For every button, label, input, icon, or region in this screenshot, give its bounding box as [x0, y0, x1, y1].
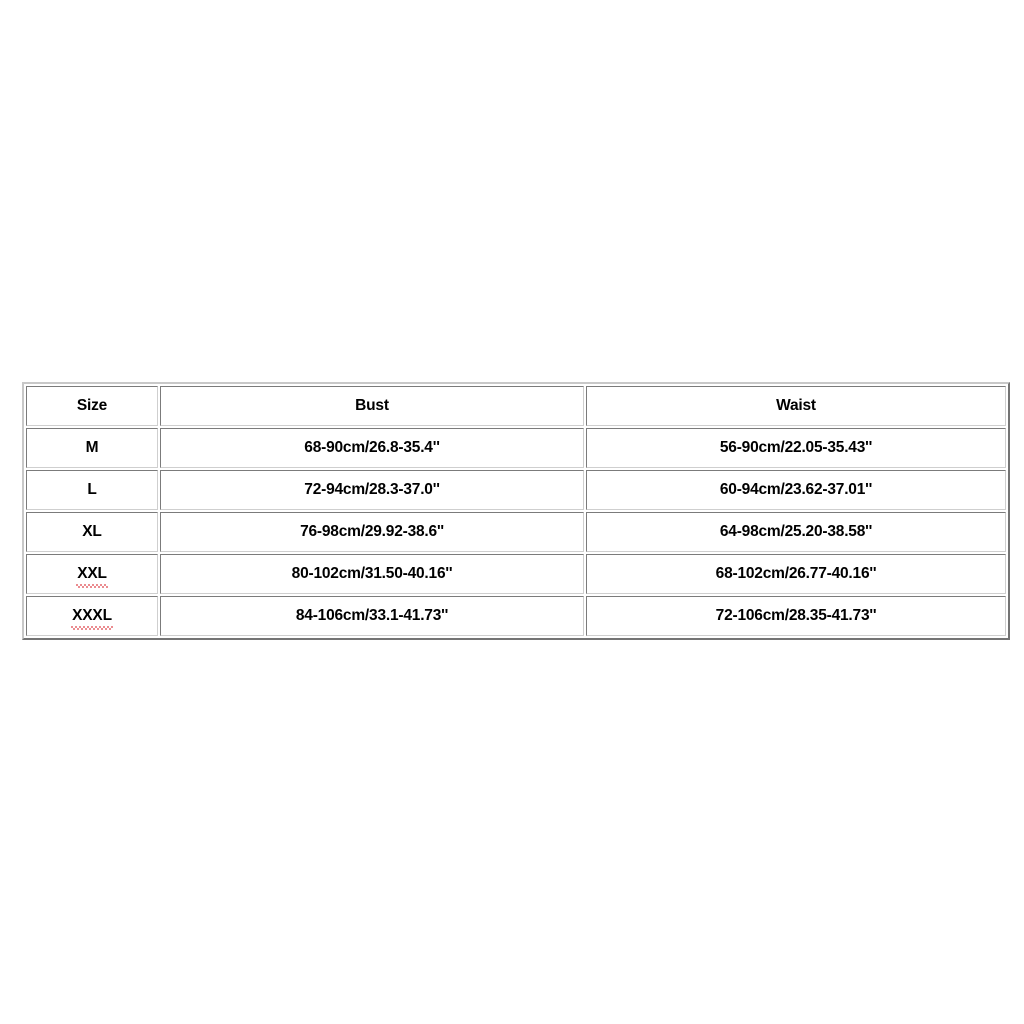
- cell-size: XXXL: [26, 596, 158, 636]
- table-row: XXXL 84-106cm/33.1-41.73'' 72-106cm/28.3…: [26, 596, 1006, 636]
- cell-size: M: [26, 428, 158, 468]
- cell-bust: 84-106cm/33.1-41.73'': [160, 596, 584, 636]
- cell-waist: 60-94cm/23.62-37.01'': [586, 470, 1006, 510]
- size-label: M: [85, 439, 99, 456]
- cell-bust: 68-90cm/26.8-35.4'': [160, 428, 584, 468]
- size-label: L: [87, 481, 97, 498]
- size-label: XXL: [76, 564, 108, 588]
- cell-waist: 68-102cm/26.77-40.16'': [586, 554, 1006, 594]
- cell-bust: 76-98cm/29.92-38.6'': [160, 512, 584, 552]
- table-row: L 72-94cm/28.3-37.0'' 60-94cm/23.62-37.0…: [26, 470, 1006, 510]
- column-header-bust: Bust: [160, 386, 584, 426]
- size-label: XL: [82, 523, 102, 540]
- cell-waist: 64-98cm/25.20-38.58'': [586, 512, 1006, 552]
- table-row: XL 76-98cm/29.92-38.6'' 64-98cm/25.20-38…: [26, 512, 1006, 552]
- size-chart-table: Size Bust Waist M 68-90cm/26.8-35.4'' 56…: [22, 382, 1010, 640]
- size-label: XXXL: [71, 606, 113, 630]
- cell-waist: 72-106cm/28.35-41.73'': [586, 596, 1006, 636]
- table-row: M 68-90cm/26.8-35.4'' 56-90cm/22.05-35.4…: [26, 428, 1006, 468]
- column-header-waist: Waist: [586, 386, 1006, 426]
- cell-size: XXL: [26, 554, 158, 594]
- cell-bust: 72-94cm/28.3-37.0'': [160, 470, 584, 510]
- table-header-row: Size Bust Waist: [26, 386, 1006, 426]
- cell-size: XL: [26, 512, 158, 552]
- cell-waist: 56-90cm/22.05-35.43'': [586, 428, 1006, 468]
- cell-bust: 80-102cm/31.50-40.16'': [160, 554, 584, 594]
- column-header-size: Size: [26, 386, 158, 426]
- cell-size: L: [26, 470, 158, 510]
- table-row: XXL 80-102cm/31.50-40.16'' 68-102cm/26.7…: [26, 554, 1006, 594]
- size-chart-container: Size Bust Waist M 68-90cm/26.8-35.4'' 56…: [22, 382, 1010, 640]
